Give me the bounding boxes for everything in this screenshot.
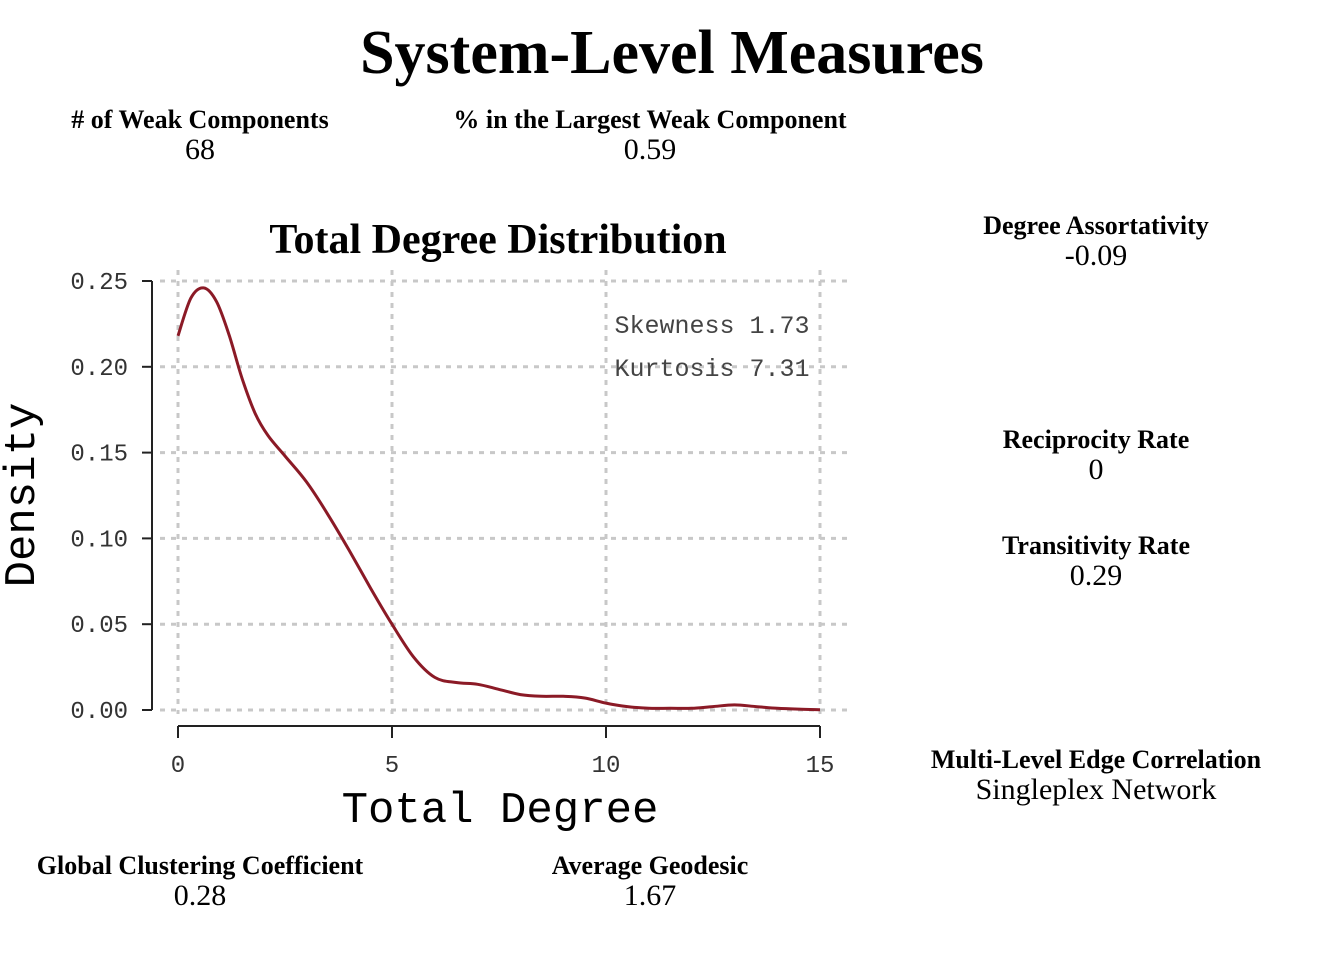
x-tick-label: 0 [171, 753, 185, 780]
y-tick-label: 0.15 [70, 442, 128, 469]
measure-label: Reciprocity Rate [1002, 425, 1190, 454]
measure-label: Transitivity Rate [1002, 531, 1190, 560]
page-title: System-Level Measures [360, 19, 984, 87]
measure-value: 0.59 [623, 133, 677, 166]
axes: 0.00 0.05 0.10 0.15 0.20 0.25 0 5 10 15 [70, 270, 834, 780]
measure-label: Average Geodesic [551, 851, 749, 880]
y-tick-label: 0.25 [70, 270, 128, 297]
measure-multilevel-edge-correlation: Multi-Level Edge Correlation Singleplex … [931, 745, 1261, 805]
measure-value: 0.29 [1069, 559, 1123, 592]
measure-global-clustering: Global Clustering Coefficient 0.28 [37, 851, 363, 911]
x-axis-label: Total Degree [342, 786, 659, 836]
measure-label: Degree Assortativity [983, 211, 1209, 240]
measure-value: 0 [1088, 453, 1104, 486]
density-line [176, 286, 821, 712]
measure-label: Multi-Level Edge Correlation [930, 745, 1262, 774]
measure-label: % in the Largest Weak Component [453, 105, 847, 134]
measure-value: -0.09 [1064, 239, 1128, 272]
skewness-annotation: Skewness 1.73 [614, 312, 809, 341]
grid [160, 270, 848, 714]
y-tick-label: 0.20 [70, 356, 128, 383]
annotations: Skewness 1.73 Kurtosis 7.31 [614, 312, 809, 384]
kurtosis-annotation: Kurtosis 7.31 [614, 355, 809, 384]
measure-weak-components: # of Weak Components 68 [71, 105, 328, 165]
y-tick-label: 0.00 [70, 699, 128, 726]
measure-value: 1.67 [623, 879, 677, 912]
x-tick-label: 10 [592, 753, 621, 780]
measure-value: Singleplex Network [975, 773, 1217, 806]
x-tick-label: 15 [806, 753, 835, 780]
measure-label: # of Weak Components [71, 105, 329, 134]
measure-value: 68 [184, 133, 215, 166]
y-tick-label: 0.05 [70, 613, 128, 640]
measure-label: Global Clustering Coefficient [36, 851, 364, 880]
y-tick-label: 0.10 [70, 527, 128, 554]
measure-degree-assortativity: Degree Assortativity -0.09 [983, 211, 1209, 271]
measure-value: 0.28 [173, 879, 227, 912]
measure-reciprocity-rate: Reciprocity Rate 0 [1003, 425, 1190, 485]
series [176, 286, 821, 712]
x-tick-label: 5 [385, 753, 399, 780]
measure-largest-weak-component: % in the Largest Weak Component 0.59 [453, 105, 846, 165]
measure-transitivity-rate: Transitivity Rate 0.29 [1002, 531, 1190, 591]
chart-title: Total Degree Distribution [269, 217, 726, 263]
measure-average-geodesic: Average Geodesic 1.67 [552, 851, 749, 911]
y-axis-label: Density [0, 403, 48, 588]
